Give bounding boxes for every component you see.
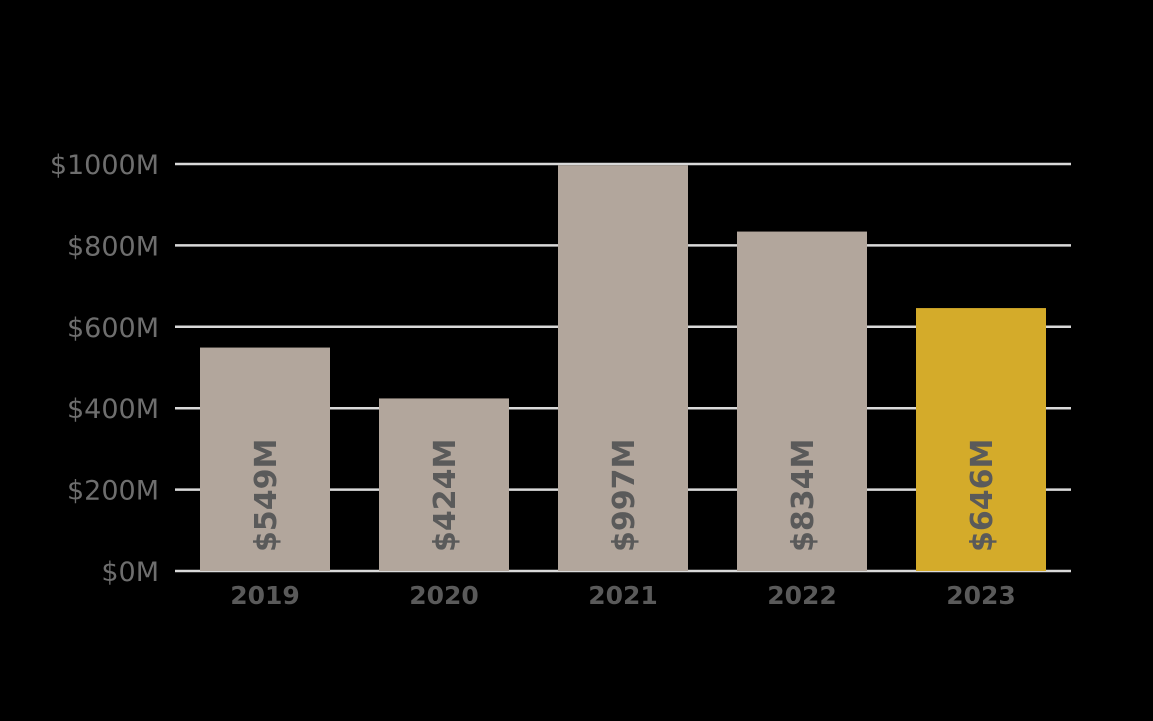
bar-data-label: $549M [249,439,284,552]
bar [200,347,330,571]
y-tick-label: $200M [67,476,159,507]
y-axis: $0M $200M $400M $600M $800M $1000M [50,150,159,588]
bar-data-label: $646M [965,439,1000,552]
x-tick-label: 2020 [409,581,479,610]
x-tick-label: 2021 [588,581,658,610]
y-tick-label: $800M [67,231,159,262]
x-tick-label: 2019 [230,581,300,610]
bar [916,308,1046,571]
bar [558,165,688,571]
bar [737,231,867,571]
y-tick-label: $1000M [50,150,159,181]
bar [379,398,509,571]
x-axis: 2019 2020 2021 2022 2023 [230,581,1016,610]
x-tick-label: 2022 [767,581,837,610]
bars: $549M $424M $997M $834M $646M [200,165,1046,571]
y-tick-label: $600M [67,313,159,344]
y-tick-label: $400M [67,394,159,425]
bar-data-label: $424M [428,439,463,552]
bar-data-label: $997M [607,439,642,552]
y-tick-label: $0M [101,557,159,588]
x-tick-label: 2023 [946,581,1016,610]
bar-data-label: $834M [786,439,821,552]
